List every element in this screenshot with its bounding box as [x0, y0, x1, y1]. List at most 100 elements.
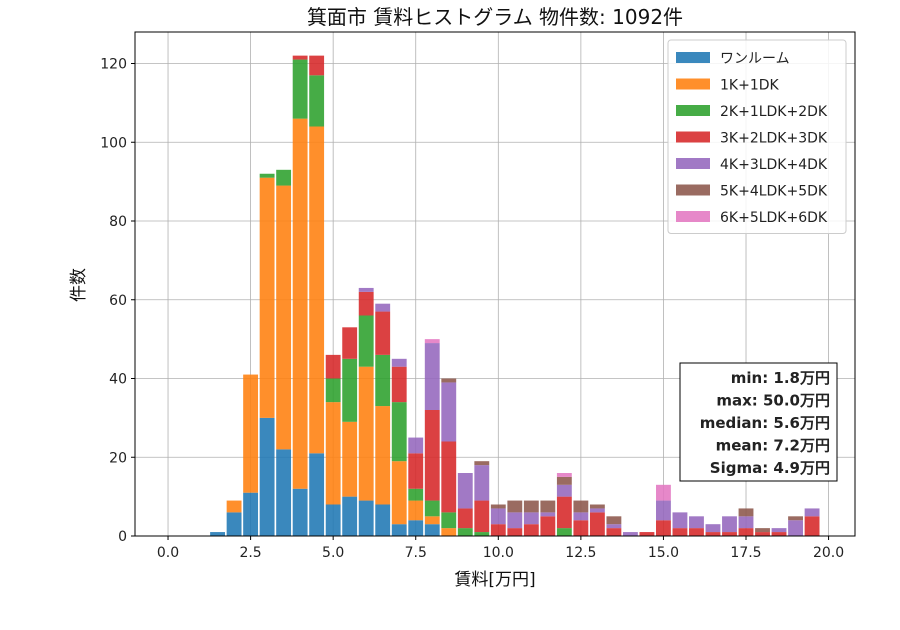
- y-tick-label: 60: [109, 293, 127, 309]
- bar-segment: [457, 528, 473, 536]
- plot-frame: [134, 31, 856, 537]
- bar-segment: [788, 516, 803, 521]
- bar-segment: [424, 500, 440, 517]
- legend: ワンルーム 1K+1DK 2K+1LDK+2DK 3K+2LDK+3DK 4K+3LDK…: [667, 39, 847, 234]
- bar-segment: [243, 374, 259, 493]
- legend-label: 3K+2LDK+3DK: [720, 131, 828, 147]
- x-tick-label: 2.5: [239, 545, 261, 561]
- bar-segment: [325, 504, 341, 536]
- bar-segment: [391, 461, 407, 525]
- bar-segment: [705, 532, 721, 536]
- bar-segment: [540, 512, 556, 517]
- bar-segment: [309, 126, 325, 454]
- bar-segment: [342, 327, 358, 359]
- bar-segment: [441, 441, 457, 513]
- stats-line: mean: 7.2万円: [716, 437, 830, 455]
- bar-segment: [424, 516, 440, 525]
- x-tick-label: 15.0: [648, 545, 679, 561]
- bar-segment: [325, 354, 341, 379]
- stats-box: min: 1.8万円 max: 50.0万円 median: 5.6万円 mean: …: [679, 362, 838, 482]
- bar-segment: [804, 516, 820, 536]
- bar-segment: [474, 532, 490, 536]
- legend-label: ワンルーム: [720, 51, 790, 67]
- bar-segment: [490, 508, 506, 525]
- bar-segment: [656, 500, 671, 521]
- bar-segment: [606, 524, 622, 529]
- bar-segment: [325, 402, 341, 505]
- legend-swatch: [676, 131, 710, 143]
- bar-segment: [358, 366, 374, 501]
- bar-segment: [474, 500, 490, 533]
- bar-segment: [342, 358, 358, 422]
- bar-segment: [573, 520, 589, 536]
- bar-segment: [375, 354, 391, 407]
- bar-segment: [259, 177, 275, 418]
- chart-title: 箕面市 賃料ヒストグラム 物件数: 1092件: [307, 5, 683, 29]
- bar-segment: [589, 508, 605, 513]
- bar-segment: [606, 528, 622, 536]
- bar-segment: [457, 508, 473, 529]
- bar-segment: [358, 287, 374, 292]
- bar-segment: [738, 528, 754, 536]
- bar-segment: [507, 528, 523, 536]
- y-tick-label: 100: [100, 135, 127, 151]
- bar-segment: [656, 484, 671, 501]
- bar-segment: [441, 528, 457, 536]
- bar-segment: [589, 504, 605, 509]
- legend-swatch: [676, 78, 710, 90]
- legend-box: [667, 39, 847, 234]
- bar-segment: [540, 500, 556, 513]
- y-tick-label: 40: [109, 372, 127, 388]
- x-axis-title: 賃料[万円]: [454, 570, 535, 590]
- bar-segment: [573, 500, 589, 513]
- bar-segment: [656, 520, 671, 536]
- bar-segment: [210, 532, 225, 536]
- bar-segment: [259, 173, 275, 178]
- x-tick-label: 20.0: [813, 545, 844, 561]
- bar-segment: [507, 500, 523, 513]
- bar-segment: [474, 461, 490, 466]
- bar-segment: [391, 402, 407, 462]
- x-tick-label: 17.5: [730, 545, 761, 561]
- bar-segment: [342, 421, 358, 497]
- bar-segment: [755, 532, 770, 536]
- x-tick-label: 10.0: [483, 545, 514, 561]
- bar-segment: [490, 504, 506, 509]
- y-tick-label: 20: [109, 450, 127, 466]
- bar-segment: [424, 410, 440, 501]
- bar-segment: [540, 516, 556, 536]
- stats-line: max: 50.0万円: [716, 392, 830, 410]
- bar-segment: [622, 532, 638, 536]
- x-axis-ticks: 0.0 2.5 5.0 7.5 10.0 12.5 15.0 17.5 20.0: [157, 536, 844, 561]
- bar-segment: [589, 512, 605, 536]
- bar-segment: [325, 378, 341, 403]
- bar-segment: [292, 55, 308, 60]
- bar-segment: [573, 512, 589, 521]
- x-tick-label: 12.5: [565, 545, 596, 561]
- y-axis-title: 件数: [69, 268, 89, 302]
- bar-segment: [259, 417, 275, 536]
- bar-segment: [457, 473, 473, 509]
- x-tick-label: 0.0: [157, 545, 179, 561]
- bar-segment: [276, 449, 292, 536]
- bar-segment: [722, 516, 737, 533]
- bar-segment: [424, 343, 440, 410]
- bar-segment: [342, 496, 358, 536]
- bar-segment: [391, 524, 407, 536]
- bar-segment: [441, 382, 457, 442]
- bar-segment: [689, 528, 704, 536]
- bar-segment: [292, 118, 308, 489]
- bar-segment: [375, 303, 391, 312]
- bar-segment: [424, 339, 440, 344]
- x-tick-label: 7.5: [405, 545, 427, 561]
- bar-segment: [408, 520, 424, 536]
- bar-segment: [441, 512, 457, 529]
- legend-swatch: [676, 211, 710, 222]
- bar-segment: [771, 528, 787, 533]
- bar-segment: [672, 528, 688, 536]
- bar-segment: [424, 524, 440, 536]
- bar-segment: [358, 291, 374, 316]
- bar-segment: [523, 524, 539, 536]
- stats-line: min: 1.8万円: [731, 369, 830, 387]
- bar-segment: [226, 512, 242, 536]
